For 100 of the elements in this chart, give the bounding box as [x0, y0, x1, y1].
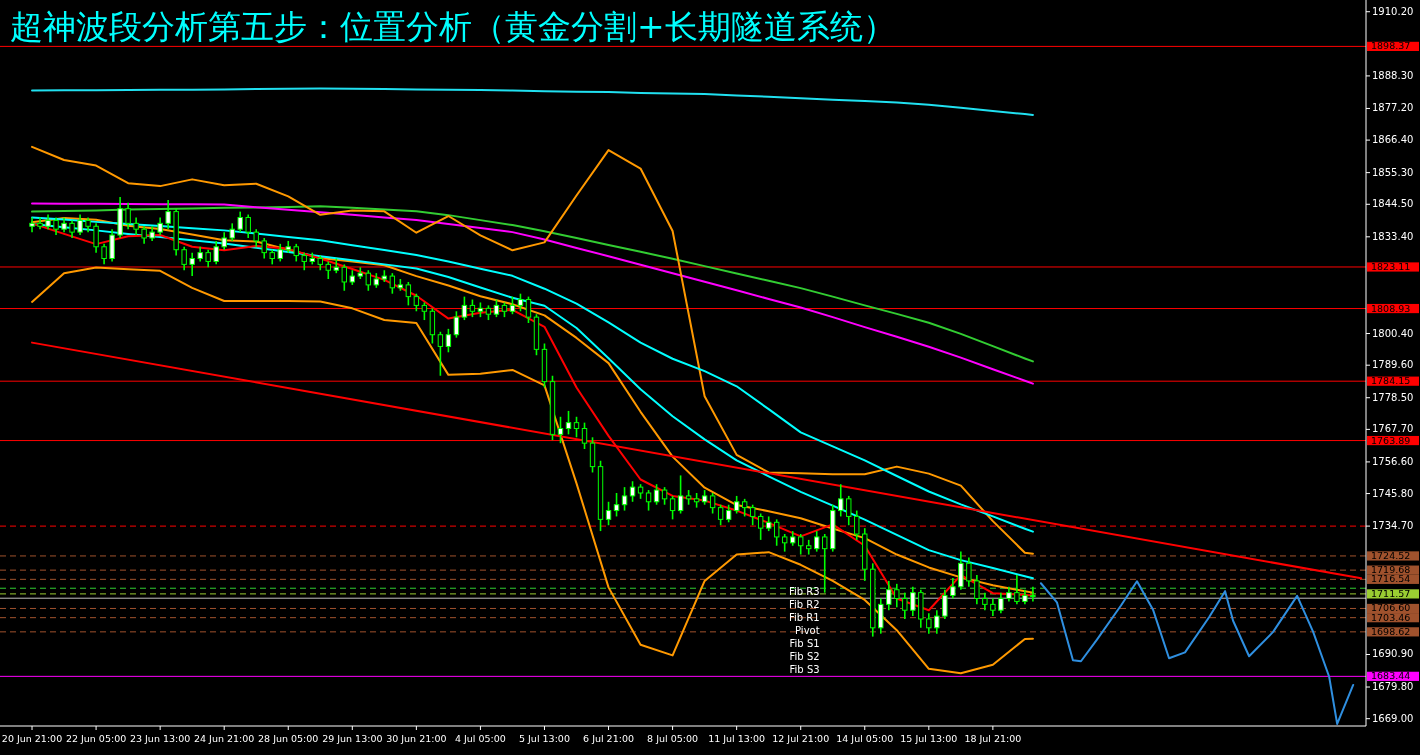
line-series [31, 87, 1034, 116]
candlestick [1014, 574, 1020, 606]
ref-line-label: 1719.68 [1371, 564, 1411, 576]
candlestick [806, 539, 812, 556]
ref-line-label: 1706.60 [1371, 602, 1411, 614]
candlestick [645, 489, 652, 512]
candlestick [581, 421, 588, 450]
candlestick [77, 213, 83, 236]
x-tick-label: 24 Jun 21:00 [194, 732, 255, 744]
ref-line-label: 1823.11 [1371, 260, 1411, 272]
ref-line-label: 1808.93 [1371, 302, 1411, 314]
ref-line-label: 1784.15 [1371, 375, 1411, 387]
ref-line-label: 1763.89 [1371, 434, 1411, 446]
candlestick [437, 330, 444, 377]
candlestick [525, 295, 532, 324]
y-tick-label: 1778.50 [1372, 391, 1414, 403]
candlestick [565, 410, 572, 436]
candlestick [613, 492, 620, 518]
candlestick [445, 328, 452, 354]
candlestick [181, 245, 187, 272]
y-tick-label: 1888.30 [1372, 69, 1414, 81]
candlestick [814, 530, 820, 553]
candlestick [910, 585, 916, 617]
y-tick-label: 1745.80 [1372, 487, 1414, 499]
y-tick-label: 1910.20 [1372, 5, 1414, 17]
candlestick [677, 474, 684, 515]
candlestick [846, 495, 852, 527]
ref-line-label: 1711.57 [1371, 587, 1411, 599]
x-tick-label: 14 Jul 05:00 [836, 732, 894, 744]
candlestick [709, 492, 716, 515]
candlestick [757, 512, 764, 541]
candlestick [405, 281, 412, 307]
candlestick [573, 415, 580, 439]
candlestick [749, 503, 756, 527]
candlestick [974, 574, 980, 606]
candlestick [653, 483, 660, 506]
y-tick-label: 1734.70 [1372, 520, 1414, 532]
x-tick-label: 4 Jul 05:00 [454, 732, 506, 744]
x-tick-label: 5 Jul 13:00 [519, 732, 570, 744]
x-tick-label: 12 Jul 21:00 [772, 732, 830, 744]
candlestick [389, 272, 396, 295]
annotation: Fib R1 [788, 611, 820, 623]
x-tick-label: 20 Jun 21:00 [1, 732, 63, 744]
candlestick [1030, 585, 1036, 603]
candlestick [109, 228, 115, 263]
y-tick-label: 1877.20 [1372, 102, 1414, 114]
candlestick [886, 580, 892, 612]
candlestick [902, 591, 908, 620]
y-tick-label: 1800.40 [1372, 327, 1414, 339]
y-tick-label: 1866.40 [1372, 134, 1414, 146]
y-tick-label: 1855.30 [1372, 166, 1414, 178]
x-tick-label: 28 Jun 05:00 [258, 732, 319, 744]
candlestick [998, 591, 1004, 614]
ref-line-label: 1724.52 [1371, 549, 1411, 561]
candlestick [365, 269, 372, 292]
candlestick [165, 199, 171, 230]
x-tick-label: 23 Jun 13:00 [129, 732, 191, 744]
candlestick [213, 240, 219, 266]
ref-line-label: 1716.54 [1371, 573, 1411, 585]
ref-line-label: 1698.62 [1371, 625, 1411, 637]
line-series [31, 266, 1034, 675]
candlestick [934, 609, 940, 635]
x-tick-label: 29 Jun 13:00 [322, 732, 383, 744]
annotation: Fib R2 [788, 598, 820, 610]
candlestick [261, 237, 267, 260]
y-tick-label: 1756.60 [1372, 455, 1414, 467]
candlestick [341, 263, 347, 292]
candlestick [854, 509, 860, 541]
x-tick-label: 15 Jul 13:00 [900, 732, 958, 744]
y-tick-label: 1690.90 [1372, 648, 1414, 660]
chart-title: 超神波段分析第五步：位置分析（黄金分割+长期隧道系统） [10, 7, 896, 46]
annotation: Fib S2 [789, 650, 820, 662]
candlestick [101, 243, 107, 266]
x-tick-label: 11 Jul 13:00 [708, 732, 766, 744]
candlestick [950, 577, 956, 600]
annotation: Pivot [795, 624, 820, 636]
candlestick [966, 556, 972, 588]
candlestick [838, 483, 844, 518]
annotation: Fib R3 [788, 585, 820, 597]
y-tick-label: 1679.80 [1372, 681, 1414, 693]
candlestick [29, 216, 35, 233]
candlestick [461, 295, 468, 321]
annotation: Fib S3 [789, 663, 820, 675]
candlestick [629, 480, 636, 503]
candlestick [621, 486, 628, 512]
y-tick-label: 1669.00 [1372, 712, 1414, 724]
y-tick-label: 1789.60 [1372, 359, 1414, 371]
candlestick [237, 210, 243, 233]
candlestick [245, 213, 251, 239]
candlestick [453, 310, 460, 339]
candlestick [93, 222, 99, 254]
candlestick [894, 583, 900, 609]
line-series [1039, 580, 1355, 725]
candlestick [557, 415, 564, 444]
ref-line-label: 1683.44 [1371, 670, 1411, 682]
candlestick [958, 550, 964, 591]
y-tick-label: 1844.50 [1372, 198, 1414, 210]
candlestick [589, 436, 596, 474]
candlestick [822, 533, 828, 594]
x-tick-label: 8 Jul 05:00 [647, 732, 699, 744]
